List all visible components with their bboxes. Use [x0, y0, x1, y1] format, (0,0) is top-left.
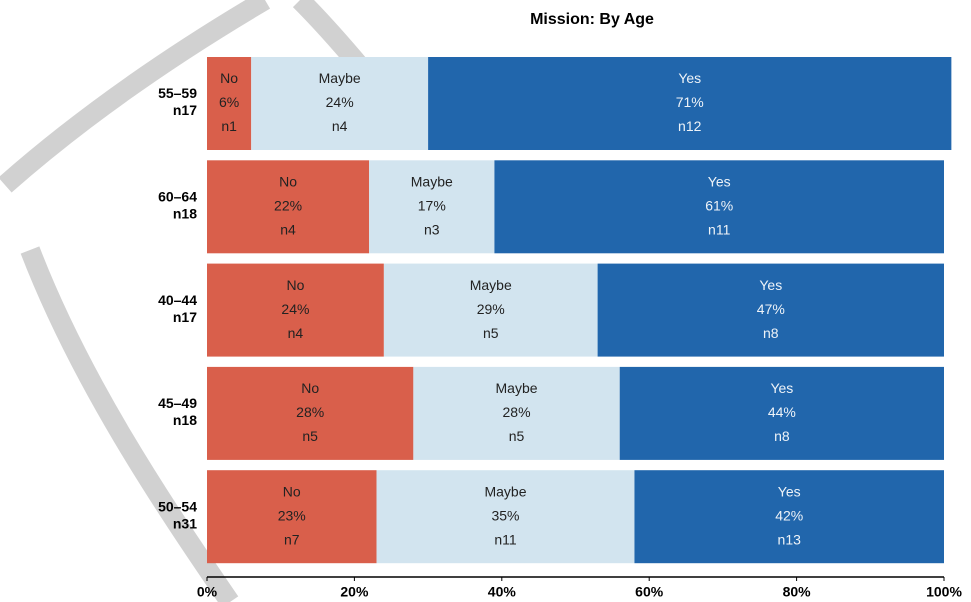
x-tick-label: 60% [635, 584, 664, 600]
bar-segment [207, 160, 370, 254]
value-label: 22% [274, 198, 302, 214]
category-count: n17 [173, 309, 197, 325]
bar-segment [428, 57, 952, 150]
bar-segment [369, 160, 495, 254]
value-label: 28% [296, 404, 324, 420]
count-label: n5 [483, 325, 499, 341]
count-label: n1 [221, 118, 237, 134]
x-tick-label: 40% [488, 584, 517, 600]
bar-segment [207, 57, 252, 150]
count-label: n4 [288, 325, 304, 341]
count-label: n7 [284, 531, 300, 547]
bar-segment [413, 366, 620, 460]
value-label: 24% [281, 301, 309, 317]
segment-name: Yes [708, 174, 731, 190]
segment-name: No [283, 483, 301, 499]
bar-segment [383, 263, 598, 357]
x-tick-label: 20% [340, 584, 369, 600]
count-label: n11 [708, 222, 731, 238]
count-label: n4 [332, 118, 348, 134]
segment-name: Maybe [496, 380, 538, 396]
value-label: 47% [757, 301, 785, 317]
segment-name: Yes [778, 483, 801, 499]
value-label: 23% [278, 507, 306, 523]
category-count: n18 [173, 412, 197, 428]
value-label: 44% [768, 404, 796, 420]
value-label: 42% [775, 507, 803, 523]
category-count: n17 [173, 102, 197, 118]
value-label: 71% [676, 94, 704, 110]
count-label: n13 [778, 531, 802, 547]
count-label: n11 [494, 531, 517, 547]
count-label: n8 [763, 325, 779, 341]
segment-name: Yes [678, 70, 701, 86]
category-label: 55–59 [158, 85, 197, 101]
bar-segment [207, 366, 414, 460]
segment-name: No [301, 380, 319, 396]
segment-name: No [279, 174, 297, 190]
count-label: n4 [280, 222, 296, 238]
count-label: n12 [678, 118, 702, 134]
bar-segment [207, 263, 384, 357]
segment-name: Maybe [411, 174, 453, 190]
segment-name: Yes [770, 380, 793, 396]
category-count: n18 [173, 206, 197, 222]
segment-name: Yes [759, 277, 782, 293]
bar-segment [251, 57, 429, 150]
bar-segment [634, 470, 944, 564]
category-count: n31 [173, 515, 197, 531]
value-label: 29% [477, 301, 505, 317]
count-label: n5 [302, 428, 318, 444]
x-tick-label: 80% [783, 584, 812, 600]
category-label: 45–49 [158, 395, 197, 411]
count-label: n8 [774, 428, 790, 444]
bar-segment [619, 366, 944, 460]
x-tick-label: 100% [926, 584, 962, 600]
category-label: 60–64 [158, 189, 197, 205]
segment-name: No [286, 277, 304, 293]
value-label: 35% [491, 507, 519, 523]
bar-segment [494, 160, 944, 254]
value-label: 24% [326, 94, 354, 110]
bar-segment [376, 470, 635, 564]
chart-title: Mission: By Age [530, 11, 654, 28]
value-label: 28% [503, 404, 531, 420]
segment-name: Maybe [470, 277, 512, 293]
count-label: n5 [509, 428, 525, 444]
value-label: 6% [219, 94, 239, 110]
segment-name: No [220, 70, 238, 86]
value-label: 61% [705, 198, 733, 214]
bar-segment [597, 263, 944, 357]
category-label: 40–44 [158, 292, 197, 308]
bar-segment [207, 470, 377, 564]
value-label: 17% [418, 198, 446, 214]
segment-name: Maybe [319, 70, 361, 86]
watermark-stroke [0, 0, 271, 193]
watermark-stroke [20, 246, 239, 602]
category-label: 50–54 [158, 498, 197, 514]
count-label: n3 [424, 222, 440, 238]
segment-name: Maybe [484, 483, 526, 499]
x-tick-label: 0% [197, 584, 218, 600]
